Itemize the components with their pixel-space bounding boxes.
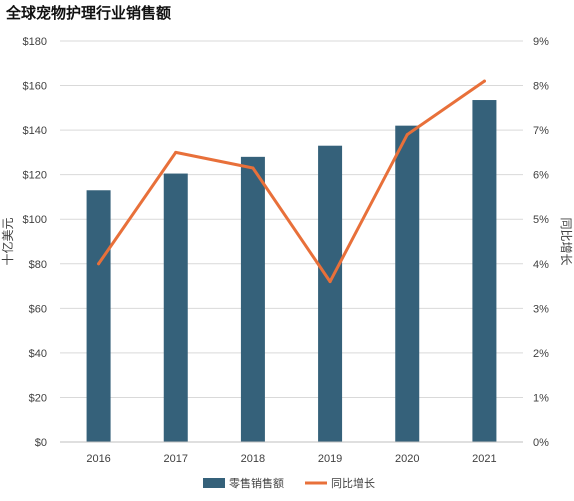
y2-tick-label: 3% bbox=[533, 303, 549, 315]
growth-point bbox=[251, 166, 255, 170]
y2-tick-label: 5% bbox=[533, 214, 549, 226]
legend-label: 同比增长 bbox=[331, 476, 375, 490]
x-tick-label: 2017 bbox=[164, 453, 188, 465]
growth-point bbox=[482, 79, 486, 83]
bar bbox=[240, 156, 265, 442]
x-tick-label: 2020 bbox=[395, 453, 419, 465]
bar bbox=[318, 145, 343, 442]
y2-tick-label: 8% bbox=[533, 81, 549, 93]
growth-point bbox=[174, 150, 178, 154]
y-tick-label: $80 bbox=[29, 259, 47, 271]
y-tick-label: $60 bbox=[29, 303, 47, 315]
y2-tick-label: 0% bbox=[533, 437, 549, 449]
y-axis-title: 十亿美元 bbox=[0, 217, 15, 265]
y-tick-label: $160 bbox=[23, 81, 47, 93]
bar bbox=[163, 173, 188, 442]
x-tick-label: 2018 bbox=[241, 453, 265, 465]
y2-tick-label: 9% bbox=[533, 36, 549, 48]
y-tick-label: $120 bbox=[23, 170, 47, 182]
y-tick-label: $20 bbox=[29, 392, 47, 404]
y-tick-label: $140 bbox=[23, 125, 47, 137]
growth-point bbox=[405, 133, 409, 137]
legend-swatch-bar bbox=[203, 478, 225, 488]
y-tick-label: $0 bbox=[35, 437, 47, 449]
y2-tick-label: 4% bbox=[533, 259, 549, 271]
y2-tick-label: 6% bbox=[533, 170, 549, 182]
bar bbox=[86, 190, 111, 442]
x-tick-label: 2019 bbox=[318, 453, 342, 465]
legend-label: 零售销售额 bbox=[229, 476, 284, 490]
growth-line bbox=[97, 79, 486, 284]
growth-point bbox=[97, 262, 101, 266]
bar bbox=[395, 125, 420, 443]
y-tick-label: $180 bbox=[23, 36, 47, 48]
y2-axis-title: 同比增长 bbox=[559, 217, 573, 265]
y2-tick-label: 1% bbox=[533, 392, 549, 404]
growth-point bbox=[328, 280, 332, 284]
x-tick-label: 2016 bbox=[86, 453, 110, 465]
chart-title: 全球宠物护理行业销售额 bbox=[6, 4, 172, 22]
x-tick-label: 2021 bbox=[472, 453, 496, 465]
y-tick-label: $40 bbox=[29, 348, 47, 360]
y2-tick-label: 7% bbox=[533, 125, 549, 137]
y2-tick-label: 2% bbox=[533, 348, 549, 360]
bar bbox=[472, 100, 497, 443]
y-tick-label: $100 bbox=[23, 214, 47, 226]
